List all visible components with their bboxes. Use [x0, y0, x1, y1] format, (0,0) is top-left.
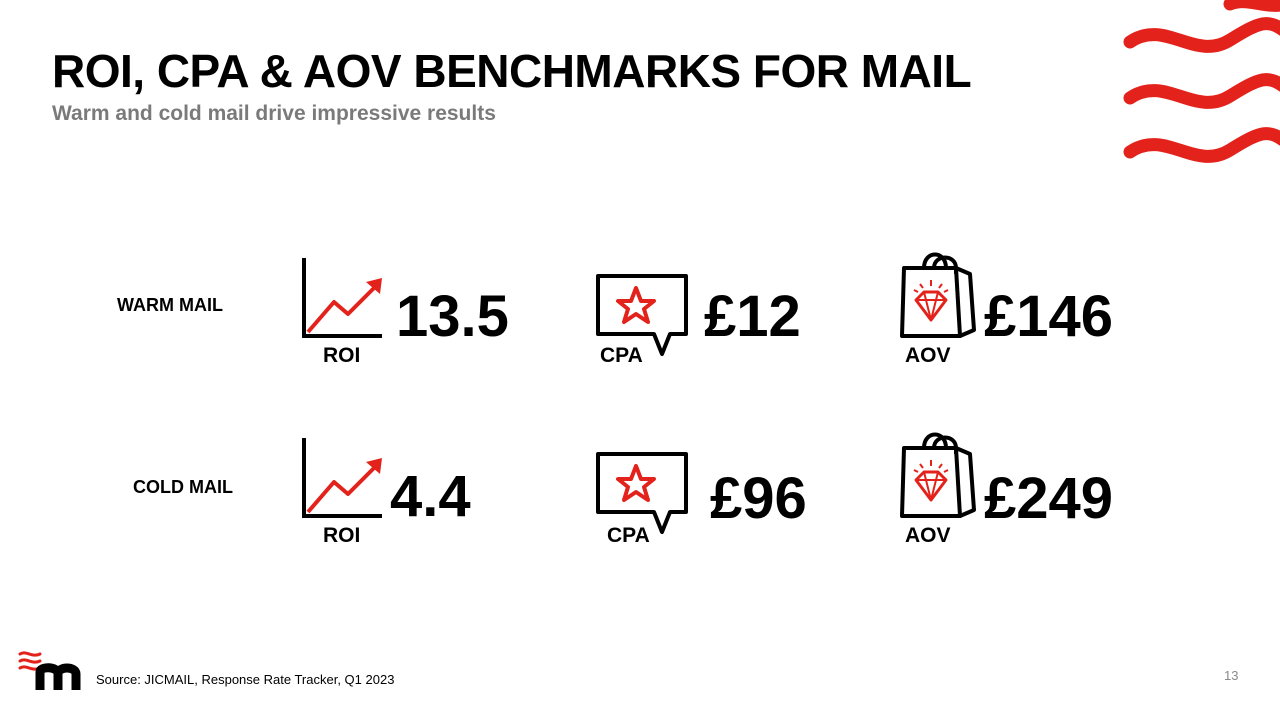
cold-aov-caption: AOV: [905, 524, 951, 547]
page-subtitle: Warm and cold mail drive impressive resu…: [52, 102, 496, 125]
cold-cpa-caption: CPA: [607, 524, 650, 547]
cold-roi-value: 4.4: [390, 464, 471, 529]
trend-chart-icon: [302, 258, 382, 338]
row-label-warm-mail: WARM MAIL: [117, 295, 223, 315]
warm-cpa-value: £12: [704, 284, 801, 349]
star-speech-bubble-icon: [596, 452, 688, 534]
cold-cpa-value: £96: [710, 466, 807, 531]
row-label-cold-mail: COLD MAIL: [133, 477, 233, 497]
source-note: Source: JICMAIL, Response Rate Tracker, …: [96, 672, 395, 687]
shopping-bag-diamond-icon: [900, 252, 976, 338]
warm-cpa-caption: CPA: [600, 344, 643, 367]
wave-decoration-icon: [1123, 0, 1280, 163]
warm-aov-caption: AOV: [905, 344, 951, 367]
page-number: 13: [1224, 668, 1239, 683]
page-title: ROI, CPA & AOV BENCHMARKS FOR MAIL: [52, 45, 972, 97]
warm-aov-value: £146: [984, 284, 1114, 349]
warm-roi-value: 13.5: [396, 284, 509, 349]
cold-aov-value: £249: [984, 466, 1114, 531]
trend-chart-icon: [302, 438, 382, 518]
brand-logo-icon: [18, 651, 81, 690]
shopping-bag-diamond-icon: [900, 432, 976, 518]
star-speech-bubble-icon: [596, 274, 688, 356]
warm-roi-caption: ROI: [323, 344, 361, 367]
cold-roi-caption: ROI: [323, 524, 361, 547]
